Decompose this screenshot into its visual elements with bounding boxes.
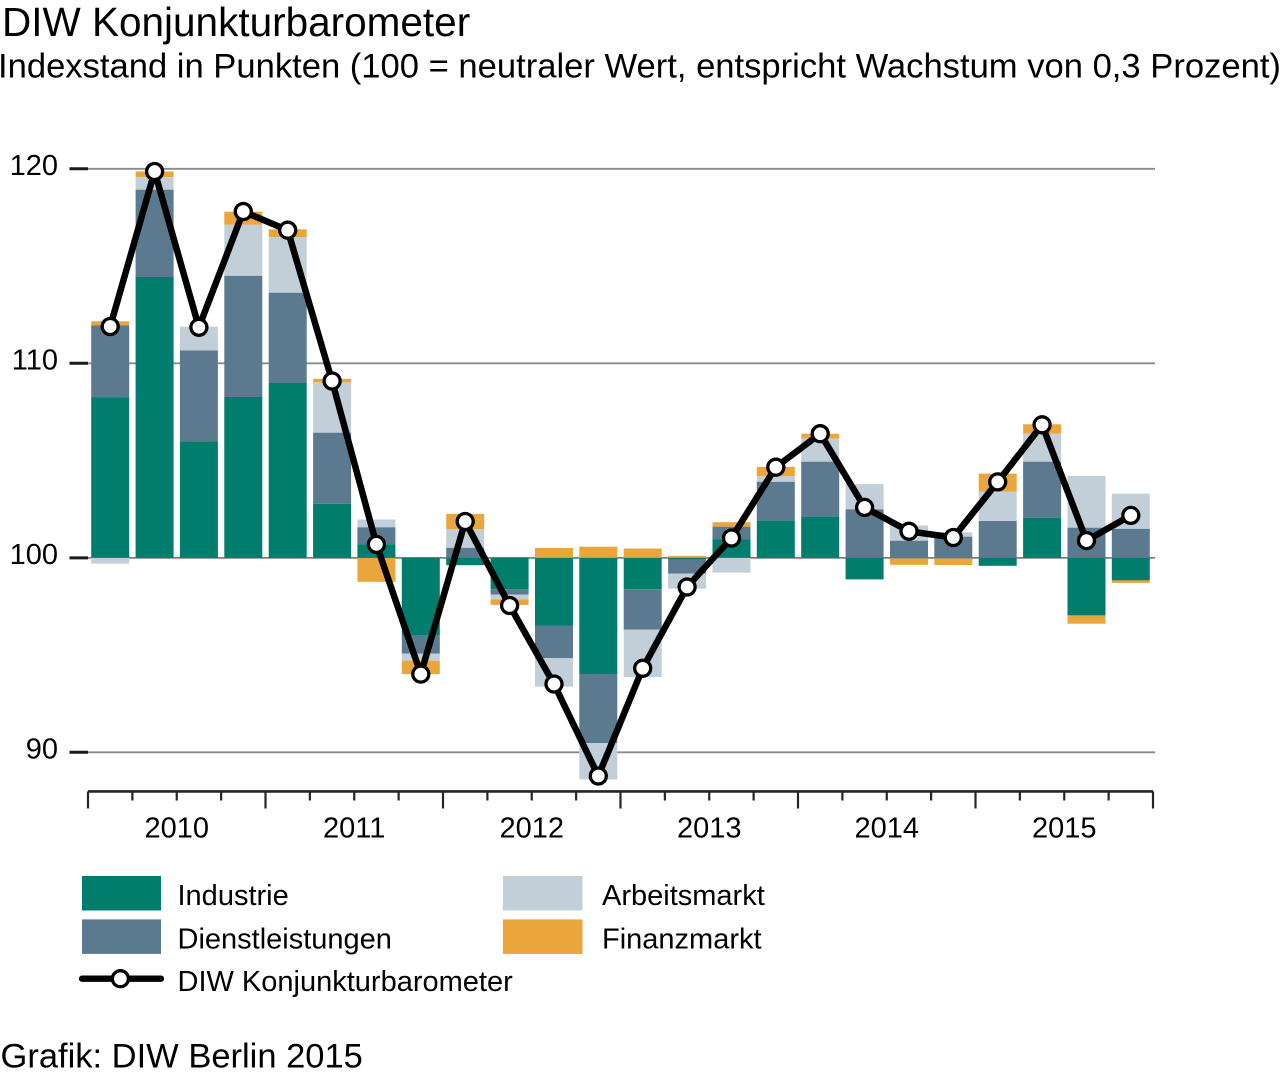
svg-text:Grafik: DIW Berlin 2015: Grafik: DIW Berlin 2015 — [1, 1038, 363, 1072]
svg-text:2013: 2013 — [677, 813, 742, 845]
svg-text:2011: 2011 — [323, 813, 385, 845]
svg-text:90: 90 — [26, 734, 58, 766]
svg-text:2015: 2015 — [1032, 813, 1097, 845]
svg-text:100: 100 — [10, 539, 58, 571]
svg-text:DIW Konjunkturbarometer: DIW Konjunkturbarometer — [178, 966, 514, 998]
svg-text:DIW Konjunkturbarometer: DIW Konjunkturbarometer — [2, 0, 470, 45]
svg-text:Dienstleistungen: Dienstleistungen — [178, 924, 392, 956]
svg-text:2014: 2014 — [855, 813, 920, 845]
svg-text:2010: 2010 — [145, 813, 210, 845]
svg-text:120: 120 — [10, 150, 58, 182]
svg-text:Arbeitsmarkt: Arbeitsmarkt — [602, 880, 765, 912]
svg-text:2012: 2012 — [500, 813, 565, 845]
svg-text:Industrie: Industrie — [178, 880, 289, 912]
svg-text:110: 110 — [12, 345, 58, 377]
svg-text:Indexstand in Punkten (100 = n: Indexstand in Punkten (100 = neutraler W… — [0, 48, 1280, 86]
svg-text:Finanzmarkt: Finanzmarkt — [602, 924, 762, 956]
